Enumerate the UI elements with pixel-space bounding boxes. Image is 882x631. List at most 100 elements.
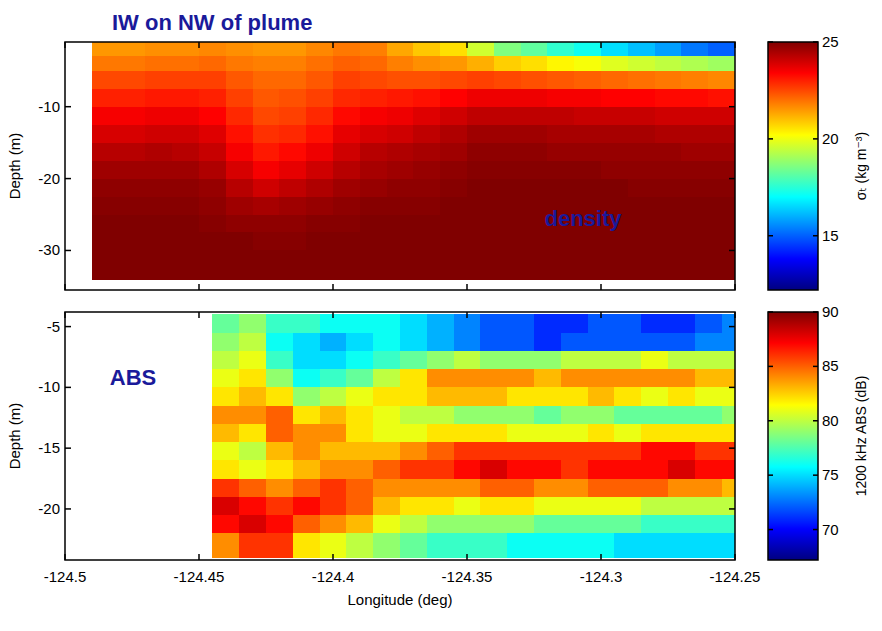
x-tick xyxy=(198,554,200,560)
cell xyxy=(641,387,668,406)
cell xyxy=(561,515,588,534)
cell xyxy=(145,197,172,215)
cell xyxy=(574,143,601,161)
cell xyxy=(641,515,668,534)
cell xyxy=(279,161,306,179)
cell xyxy=(400,387,427,406)
cell xyxy=(360,107,387,125)
cell xyxy=(333,232,360,250)
annotation: ABS xyxy=(110,365,156,390)
cell xyxy=(641,369,668,388)
colorbar-tick xyxy=(813,41,818,43)
cell xyxy=(467,179,494,197)
cell xyxy=(574,89,601,107)
cell xyxy=(668,479,695,498)
cell xyxy=(708,56,735,71)
cell xyxy=(266,515,293,534)
cell xyxy=(534,479,561,498)
cell xyxy=(454,442,481,461)
cell xyxy=(293,515,320,534)
cell xyxy=(480,406,507,425)
cell xyxy=(494,250,521,279)
cell xyxy=(655,56,682,71)
cell xyxy=(708,125,735,143)
cell xyxy=(601,89,628,107)
colorbar-tick-label: 15 xyxy=(822,227,839,244)
cell xyxy=(427,424,454,443)
cell xyxy=(387,89,414,107)
cell xyxy=(574,250,601,279)
cell xyxy=(119,71,146,89)
cell xyxy=(534,497,561,516)
cell xyxy=(373,515,400,534)
cell xyxy=(226,125,253,143)
cell xyxy=(172,197,199,215)
cell xyxy=(293,314,320,333)
cell xyxy=(360,89,387,107)
cell xyxy=(266,533,293,558)
cell xyxy=(212,497,239,516)
cell xyxy=(494,89,521,107)
cell xyxy=(695,314,722,333)
y-axis-title: Depth (m) xyxy=(6,133,23,200)
cell xyxy=(226,107,253,125)
cell xyxy=(480,460,507,479)
cell xyxy=(373,442,400,461)
x-tick xyxy=(198,42,200,48)
colorbar-tick-label: 20 xyxy=(822,130,839,147)
cell xyxy=(722,460,735,479)
y-tick xyxy=(65,447,71,449)
cell xyxy=(695,515,722,534)
cell xyxy=(346,369,373,388)
cell xyxy=(293,387,320,406)
cell xyxy=(588,442,615,461)
cell xyxy=(212,442,239,461)
cell xyxy=(628,232,655,250)
colorbar-tick xyxy=(768,366,773,368)
cell xyxy=(440,107,467,125)
x-tick xyxy=(332,42,334,48)
x-tick-label: -124.25 xyxy=(710,568,761,585)
cell xyxy=(145,143,172,161)
cell xyxy=(360,179,387,197)
cell xyxy=(628,215,655,233)
cell xyxy=(266,460,293,479)
cell xyxy=(668,369,695,388)
cell xyxy=(454,479,481,498)
cell xyxy=(681,71,708,89)
cell xyxy=(413,250,440,279)
cell xyxy=(695,424,722,443)
cell xyxy=(588,479,615,498)
cell xyxy=(440,161,467,179)
cell xyxy=(588,333,615,352)
cell xyxy=(641,497,668,516)
cell xyxy=(306,215,333,233)
cell xyxy=(92,89,119,107)
cell xyxy=(199,89,226,107)
cell xyxy=(279,89,306,107)
cell xyxy=(413,56,440,71)
cell xyxy=(454,351,481,370)
cell xyxy=(480,387,507,406)
cell xyxy=(681,143,708,161)
cell xyxy=(547,143,574,161)
x-tick xyxy=(466,42,468,48)
cell xyxy=(333,107,360,125)
cell xyxy=(360,125,387,143)
cell xyxy=(467,89,494,107)
cell xyxy=(212,479,239,498)
cell xyxy=(226,143,253,161)
cell xyxy=(293,369,320,388)
cell xyxy=(440,56,467,71)
cell xyxy=(614,351,641,370)
cell xyxy=(333,215,360,233)
cell xyxy=(212,406,239,425)
cell xyxy=(561,333,588,352)
cell xyxy=(574,56,601,71)
cell xyxy=(454,460,481,479)
cell xyxy=(253,42,280,57)
cell xyxy=(119,197,146,215)
cell xyxy=(320,424,347,443)
cell xyxy=(574,125,601,143)
cell xyxy=(628,89,655,107)
